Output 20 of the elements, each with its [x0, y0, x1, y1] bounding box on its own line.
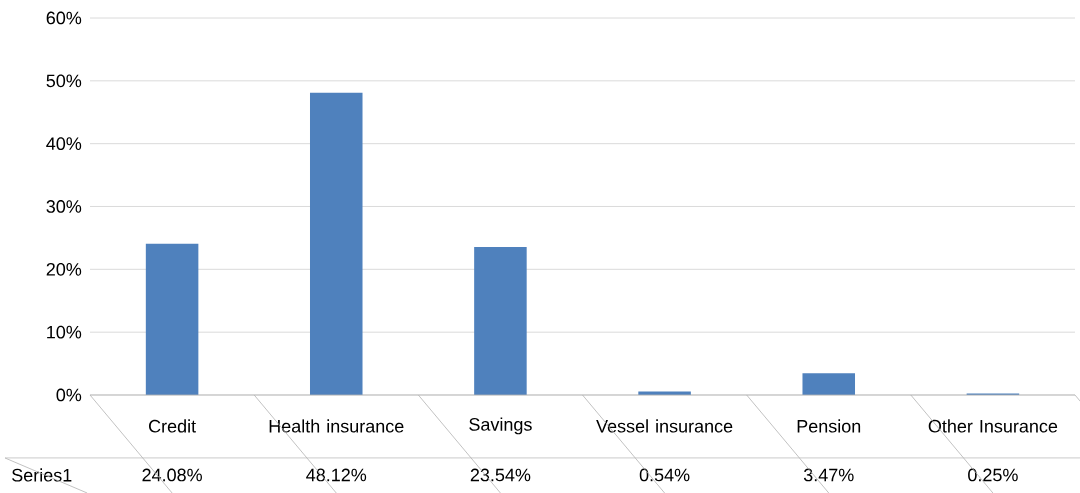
x-tick-label: Vessel insurance	[596, 419, 733, 433]
y-tick-label: 60%	[46, 11, 82, 25]
x-tick-label: Other Insurance	[928, 419, 1058, 433]
y-tick-label: 20%	[46, 262, 82, 276]
x-tick-label: Credit	[149, 419, 196, 433]
y-tick-label: 30%	[46, 200, 82, 213]
y-tick-label: 40%	[46, 137, 82, 151]
data-label: 24.08%	[142, 468, 202, 482]
data-label: 0.54%	[639, 468, 690, 482]
y-tick-label: 50%	[46, 74, 82, 88]
x-tick-label: Health insurance	[269, 419, 404, 433]
y-tick-label: 10%	[47, 325, 82, 339]
data-label: 0.25%	[968, 468, 1018, 482]
y-tick-label: 0%	[56, 388, 82, 402]
x-tick-label: Pension	[797, 419, 861, 433]
data-label: 23.54%	[470, 468, 531, 482]
x-tick-label: Savings	[469, 417, 532, 435]
data-label: 3.47%	[803, 468, 854, 482]
data-label: 48.12%	[306, 468, 367, 482]
text: Series1	[12, 468, 72, 482]
